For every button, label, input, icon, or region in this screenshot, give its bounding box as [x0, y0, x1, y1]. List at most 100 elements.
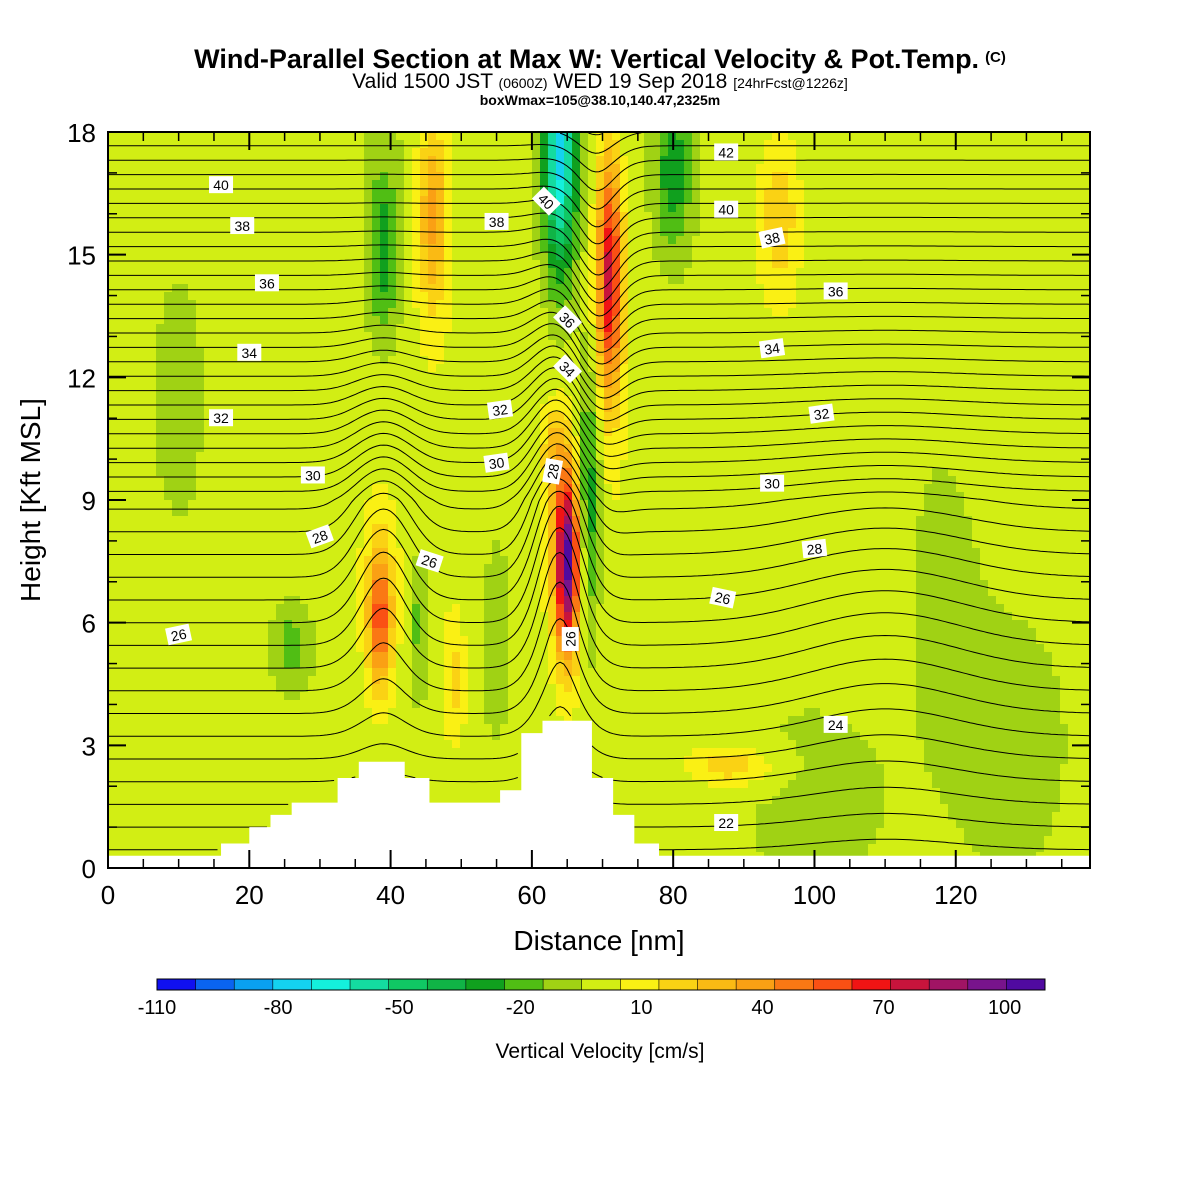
shade-cell: [468, 220, 477, 229]
shade-cell: [340, 412, 349, 421]
shade-cell: [588, 412, 597, 421]
shade-cell: [836, 172, 845, 181]
shade-cell: [884, 420, 893, 429]
shade-cell: [972, 260, 981, 269]
shade-cell: [468, 188, 477, 197]
shade-cell: [836, 164, 845, 173]
shade-cell: [476, 148, 485, 157]
shade-cell: [436, 420, 445, 429]
shade-cell: [132, 420, 141, 429]
shade-cell: [380, 276, 389, 285]
shade-cell: [212, 276, 221, 285]
shade-cell: [500, 420, 509, 429]
shade-cell: [996, 172, 1005, 181]
shade-cell: [252, 212, 261, 221]
shade-cell: [1004, 380, 1013, 389]
shade-cell: [1020, 244, 1029, 253]
shade-cell: [1028, 372, 1037, 381]
shade-cell: [372, 164, 381, 173]
shade-cell: [668, 276, 677, 285]
shade-cell: [588, 188, 597, 197]
shade-cell: [428, 412, 437, 421]
shade-cell: [244, 308, 253, 317]
shade-cell: [372, 244, 381, 253]
shade-cell: [196, 140, 205, 149]
shade-cell: [484, 252, 493, 261]
shade-cell: [108, 132, 117, 141]
shade-cell: [1028, 212, 1037, 221]
shade-cell: [500, 260, 509, 269]
shade-cell: [868, 212, 877, 221]
shade-cell: [436, 380, 445, 389]
shade-cell: [596, 340, 605, 349]
shade-cell: [868, 244, 877, 253]
shade-cell: [1060, 292, 1069, 301]
shade-cell: [612, 324, 621, 333]
shade-cell: [276, 172, 285, 181]
shade-cell: [700, 324, 709, 333]
shade-cell: [988, 284, 997, 293]
shade-cell: [956, 348, 965, 357]
shade-cell: [372, 292, 381, 301]
shade-cell: [868, 180, 877, 189]
shade-cell: [172, 180, 181, 189]
shade-cell: [772, 204, 781, 213]
shade-cell: [812, 284, 821, 293]
shade-cell: [940, 212, 949, 221]
shade-cell: [260, 204, 269, 213]
shade-cell: [508, 212, 517, 221]
shade-cell: [324, 180, 333, 189]
shade-cell: [940, 332, 949, 341]
shade-cell: [236, 148, 245, 157]
shade-cell: [596, 284, 605, 293]
shade-cell: [308, 252, 317, 261]
shade-cell: [140, 316, 149, 325]
shade-cell: [164, 316, 173, 325]
shade-cell: [972, 388, 981, 397]
shade-cell: [1084, 220, 1090, 229]
shade-cell: [1044, 268, 1053, 277]
shade-cell: [332, 428, 341, 437]
shade-cell: [948, 204, 957, 213]
shade-cell: [868, 420, 877, 429]
shade-cell: [636, 292, 645, 301]
shade-cell: [620, 276, 629, 285]
shade-cell: [284, 348, 293, 357]
shade-cell: [156, 356, 165, 365]
shade-cell: [116, 324, 125, 333]
shade-cell: [804, 412, 813, 421]
shade-cell: [916, 388, 925, 397]
shade-cell: [1068, 356, 1077, 365]
shade-cell: [836, 428, 845, 437]
shade-cell: [132, 196, 141, 205]
shade-cell: [716, 428, 725, 437]
shade-cell: [724, 404, 733, 413]
shade-cell: [620, 308, 629, 317]
shade-cell: [564, 188, 573, 197]
shade-cell: [1068, 436, 1077, 445]
shade-cell: [692, 428, 701, 437]
shade-cell: [628, 148, 637, 157]
shade-cell: [164, 212, 173, 221]
shade-cell: [964, 244, 973, 253]
shade-cell: [676, 164, 685, 173]
shade-cell: [868, 204, 877, 213]
shade-cell: [612, 316, 621, 325]
shade-cell: [292, 188, 301, 197]
shade-cell: [324, 396, 333, 405]
shade-cell: [916, 332, 925, 341]
shade-cell: [348, 292, 357, 301]
shade-cell: [276, 348, 285, 357]
shade-cell: [212, 252, 221, 261]
shade-cell: [580, 412, 589, 421]
shade-cell: [812, 260, 821, 269]
shade-cell: [508, 316, 517, 325]
shade-cell: [340, 420, 349, 429]
shade-cell: [708, 292, 717, 301]
shade-cell: [932, 188, 941, 197]
shade-cell: [804, 244, 813, 253]
shade-cell: [428, 372, 437, 381]
shade-cell: [164, 396, 173, 405]
shade-cell: [308, 172, 317, 181]
shade-cell: [676, 292, 685, 301]
